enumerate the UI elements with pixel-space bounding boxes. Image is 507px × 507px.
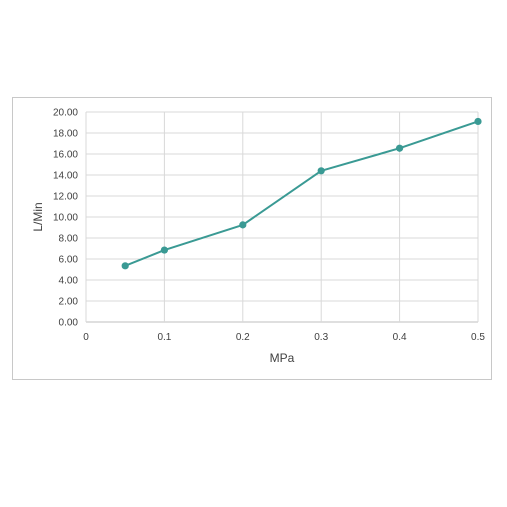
y-tick-label: 0.00 [59,318,79,329]
y-tick-label: 18.00 [53,129,78,140]
y-tick-label: 16.00 [53,150,78,161]
y-tick-label: 2.00 [59,297,79,308]
data-point [239,221,247,229]
series [121,117,482,270]
x-axis-title: MPa [270,351,295,365]
x-tick-label: 0 [83,332,89,343]
y-tick-label: 4.00 [59,276,79,287]
x-tick-label: 0.2 [236,332,250,343]
y-tick-label: 12.00 [53,192,78,203]
data-point [317,167,325,175]
data-point [396,144,404,152]
y-tick-label: 10.00 [53,213,78,224]
data-point [160,246,168,254]
y-axis-title: L/Min [31,202,45,231]
y-tick-label: 20.00 [53,108,78,119]
x-tick-label: 0.5 [471,332,485,343]
grid [85,111,479,323]
x-tick-label: 0.3 [314,332,328,343]
x-tick-label: 0.4 [393,332,407,343]
y-tick-label: 14.00 [53,171,78,182]
y-tick-label: 8.00 [59,234,79,245]
data-point [474,117,482,126]
y-tick-label: 6.00 [59,255,79,266]
data-point [121,262,129,270]
series-line [124,120,479,267]
tick-labels: 0.00 2.00 4.00 6.00 8.00 10.00 12.00 14.00 16.00… [53,108,485,344]
x-tick-label: 0.1 [157,332,171,343]
